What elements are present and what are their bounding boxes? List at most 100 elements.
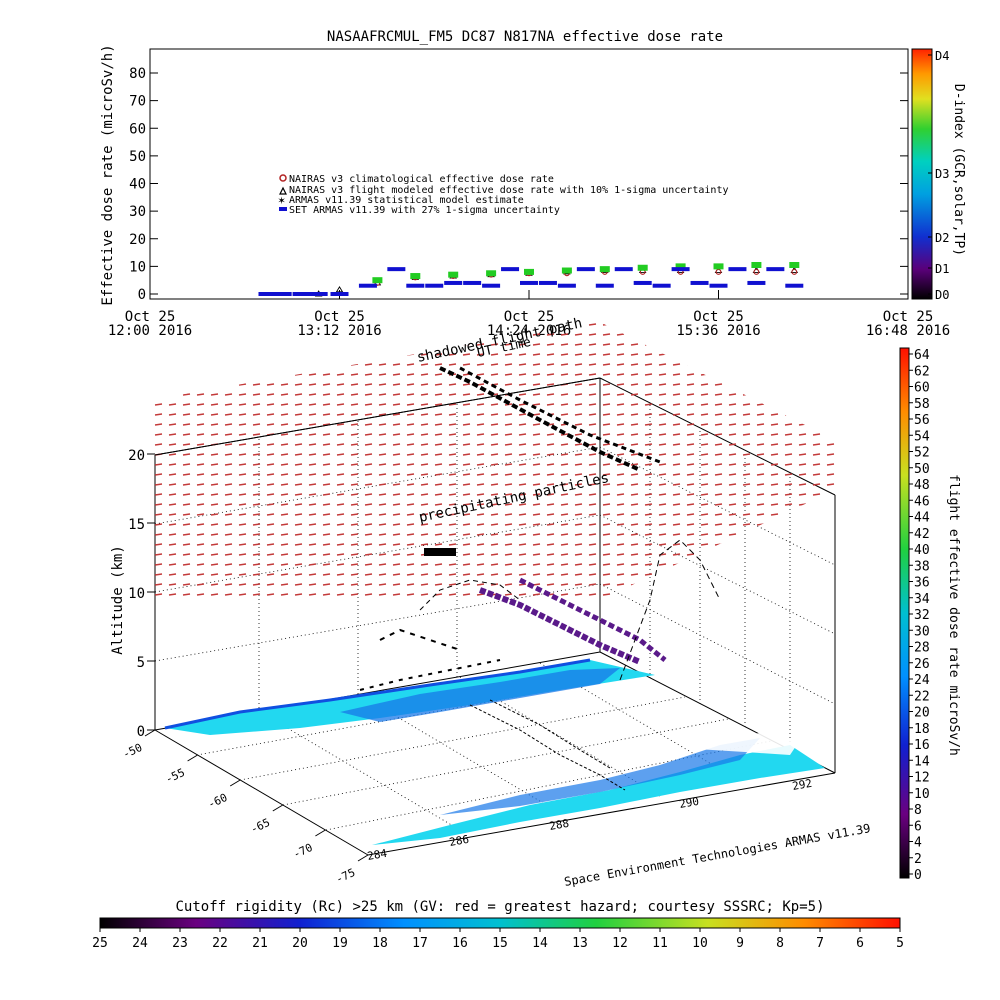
- dose-tick-label: 56: [914, 413, 930, 428]
- x-tick-label-date: Oct 25: [125, 309, 176, 325]
- legend-marker-diamond: [279, 174, 287, 182]
- y-tick-label: 0: [138, 287, 146, 303]
- point-set-armas: [520, 280, 538, 285]
- altitude-ticks: 0 5 10 15 20: [128, 448, 155, 740]
- credit-text: Space Environment Technologies ARMAS v11…: [563, 821, 871, 889]
- point-set-armas: [557, 283, 576, 288]
- point-armas-model: [372, 277, 383, 284]
- longitude-tick-label: 284: [366, 847, 388, 863]
- top-series: [258, 261, 804, 297]
- rigidity-tick-label: 6: [856, 936, 864, 951]
- series-1: [374, 268, 798, 286]
- longitude-tick-label: 286: [448, 833, 470, 849]
- point-set-armas: [652, 283, 671, 288]
- x-tick-label-date: Oct 25: [504, 309, 555, 325]
- point-set-armas: [273, 292, 292, 296]
- latitude-tick-label: -65: [249, 816, 273, 836]
- rigidity-tick-label: 9: [736, 936, 744, 951]
- point-set-armas: [690, 280, 709, 285]
- latitude-tick-label: -55: [163, 766, 187, 786]
- d-tick-label: D2: [935, 231, 949, 245]
- rigidity-tick-label: 21: [252, 936, 268, 951]
- rigidity-tick-label: 15: [492, 936, 508, 951]
- point-armas-model: [713, 263, 724, 270]
- x-tick-label-date: Oct 25: [314, 309, 365, 325]
- rigidity-tick-label: 20: [292, 936, 308, 951]
- longitude-ticks: 284 286 288 290 292: [366, 777, 813, 863]
- d-tick-label: D3: [935, 167, 949, 181]
- point-set-armas: [406, 283, 425, 288]
- dose-tick-label: 44: [914, 511, 930, 526]
- x-tick-label-time: 15:36 2016: [676, 323, 760, 339]
- dose-tick-label: 24: [914, 673, 930, 688]
- latitude-tick-mark: [229, 779, 241, 787]
- rigidity-colorbar-ticks: 25 24 23 22 21 20 19 18 17 16 15 14 13 12 11 10 9 8 7 6 5: [92, 928, 904, 951]
- dose-rate-colorbar: [899, 347, 910, 879]
- dose-rate-colorbar-label: flight effective dose rate microSv/h: [946, 474, 961, 756]
- d-index-colorbar: [911, 48, 933, 300]
- legend-entry-set-armas: SET ARMAS v11.39 with 27% 1-sigma uncert…: [279, 205, 560, 216]
- point-armas-model: [410, 273, 421, 280]
- point-set-armas: [671, 267, 690, 272]
- rigidity-tick-label: 18: [372, 936, 388, 951]
- y-tick-label: 20: [129, 232, 146, 248]
- dose-tick-label: 34: [914, 592, 930, 607]
- rigidity-tick-label: 7: [816, 936, 824, 951]
- point-set-armas: [482, 283, 501, 288]
- legend-label: SET ARMAS v11.39 with 27% 1-sigma uncert…: [289, 205, 560, 216]
- point-nairas-climatological: [753, 268, 760, 275]
- y-tick-label: 70: [129, 94, 146, 110]
- y-tick-label: 30: [129, 204, 146, 220]
- longitude-tick-label: 288: [548, 817, 570, 833]
- latitude-ticks: -50 -55 -60 -65 -70 -75: [121, 729, 369, 886]
- point-armas-model: [448, 271, 459, 278]
- dose-tick-label: 8: [914, 803, 922, 818]
- point-set-armas: [614, 267, 633, 272]
- latitude-tick-mark: [357, 854, 369, 862]
- dose-tick-label: 48: [914, 478, 930, 493]
- dose-grid-red: [150, 322, 835, 600]
- legend-label: NAIRAS v3 climatological effective dose …: [289, 174, 554, 185]
- latitude-tick-mark: [315, 829, 326, 837]
- legend-entry-armas-model: ✶ ARMAS v11.39 statistical model estimat…: [278, 193, 524, 207]
- altitude-tick-label: 10: [128, 586, 145, 602]
- point-armas-model: [486, 270, 497, 277]
- dose-tick-label: 10: [914, 787, 930, 802]
- rigidity-tick-label: 10: [692, 936, 708, 951]
- rigidity-tick-label: 13: [572, 936, 588, 951]
- dose-tick-label: 30: [914, 624, 930, 639]
- rigidity-tick-label: 14: [532, 936, 548, 951]
- dose-tick-label: 32: [914, 608, 930, 623]
- dose-tick-label: 58: [914, 397, 930, 412]
- d-index-ticks: D0 D1 D2 D3 D4: [928, 49, 949, 302]
- point-armas-model: [637, 264, 648, 271]
- legend-label: NAIRAS v3 flight modeled effective dose …: [289, 185, 729, 196]
- rigidity-tick-label: 23: [172, 936, 188, 951]
- dose-tick-label: 54: [914, 429, 930, 444]
- dose-tick-label: 12: [914, 771, 930, 786]
- d-tick-label: D4: [935, 49, 949, 63]
- dose-tick-label: 22: [914, 689, 930, 704]
- top-y-axis-label: Effective dose rate (microSv/h): [100, 44, 116, 305]
- rigidity-colorbar: [99, 917, 901, 929]
- point-set-armas: [538, 280, 557, 285]
- point-set-armas: [330, 292, 349, 296]
- dose-tick-label: 14: [914, 754, 930, 769]
- rigidity-tick-label: 5: [896, 936, 904, 951]
- point-set-armas: [576, 267, 595, 272]
- longitude-tick-label: 292: [791, 777, 813, 793]
- legend-marker-star: ✶: [278, 193, 285, 207]
- y-tick-label: 10: [129, 259, 146, 275]
- x-tick-label-date: Oct 25: [883, 309, 934, 325]
- dose-tick-label: 2: [914, 852, 922, 867]
- dose-tick-label: 52: [914, 446, 930, 461]
- rigidity-tick-label: 11: [652, 936, 668, 951]
- rigidity-tick-label: 17: [412, 936, 428, 951]
- dose-tick-label: 62: [914, 364, 930, 379]
- latitude-tick-label: -70: [291, 841, 315, 861]
- altitude-tick-label: 20: [128, 448, 145, 464]
- d-tick-label: D1: [935, 262, 949, 276]
- point-set-armas: [292, 292, 311, 296]
- rigidity-tick-label: 19: [332, 936, 348, 951]
